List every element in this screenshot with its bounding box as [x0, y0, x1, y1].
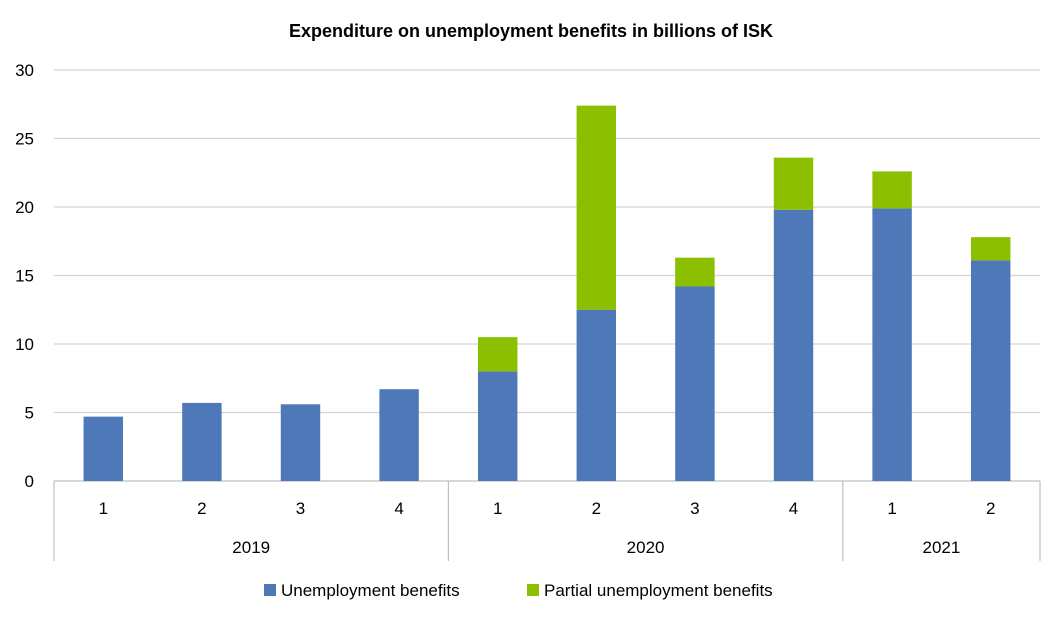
legend-label: Partial unemployment benefits — [544, 581, 773, 600]
x-group-label: 2019 — [232, 538, 270, 557]
x-group-label: 2021 — [922, 538, 960, 557]
bar-segment-unemployment-benefits — [83, 416, 124, 481]
x-tick-label: 1 — [887, 499, 896, 518]
y-tick-label: 15 — [15, 267, 34, 286]
axes — [53, 480, 1041, 561]
x-tick-label: 1 — [99, 499, 108, 518]
x-tick-label: 3 — [296, 499, 305, 518]
bar-segment-partial-unemployment-benefits — [477, 337, 518, 372]
x-tick-label: 4 — [789, 499, 798, 518]
x-tick-label: 3 — [690, 499, 699, 518]
legend-label: Unemployment benefits — [281, 581, 460, 600]
legend-swatch — [527, 584, 539, 596]
bar-segment-partial-unemployment-benefits — [773, 157, 814, 210]
x-tick-label: 4 — [394, 499, 403, 518]
y-tick-label: 20 — [15, 198, 34, 217]
y-tick-label: 0 — [25, 472, 34, 491]
bar-segment-unemployment-benefits — [872, 208, 912, 481]
axis-labels: 0 5 10 15 20 25 30 1 2 3 4 1 2 3 4 1 2 2019 2020 2021 — [15, 61, 995, 557]
bar-segment-unemployment-benefits — [773, 209, 814, 482]
chart-title: Expenditure on unemployment benefits in … — [289, 21, 773, 41]
bar-segment-unemployment-benefits — [379, 389, 419, 481]
x-tick-label: 2 — [986, 499, 995, 518]
bar-segment-unemployment-benefits — [477, 371, 518, 481]
bar-segment-partial-unemployment-benefits — [675, 257, 715, 287]
bar-segment-unemployment-benefits — [970, 260, 1011, 481]
x-tick-label: 1 — [493, 499, 502, 518]
bar-segment-unemployment-benefits — [280, 404, 321, 481]
bar-segment-partial-unemployment-benefits — [872, 171, 912, 209]
x-group-label: 2020 — [627, 538, 665, 557]
y-tick-label: 10 — [15, 335, 34, 354]
bar-segment-partial-unemployment-benefits — [576, 105, 617, 310]
legend-swatch — [264, 584, 276, 596]
y-tick-label: 5 — [25, 404, 34, 423]
legend: Unemployment benefits Partial unemploymen… — [264, 581, 773, 600]
bar-segment-unemployment-benefits — [576, 309, 617, 481]
bar-segment-unemployment-benefits — [182, 402, 222, 481]
y-tick-label: 30 — [15, 61, 34, 80]
bar-segment-partial-unemployment-benefits — [970, 237, 1011, 261]
x-tick-label: 2 — [197, 499, 206, 518]
x-tick-label: 2 — [592, 499, 601, 518]
bar-segment-unemployment-benefits — [675, 286, 715, 481]
bars — [83, 105, 1011, 482]
y-tick-label: 25 — [15, 130, 34, 149]
